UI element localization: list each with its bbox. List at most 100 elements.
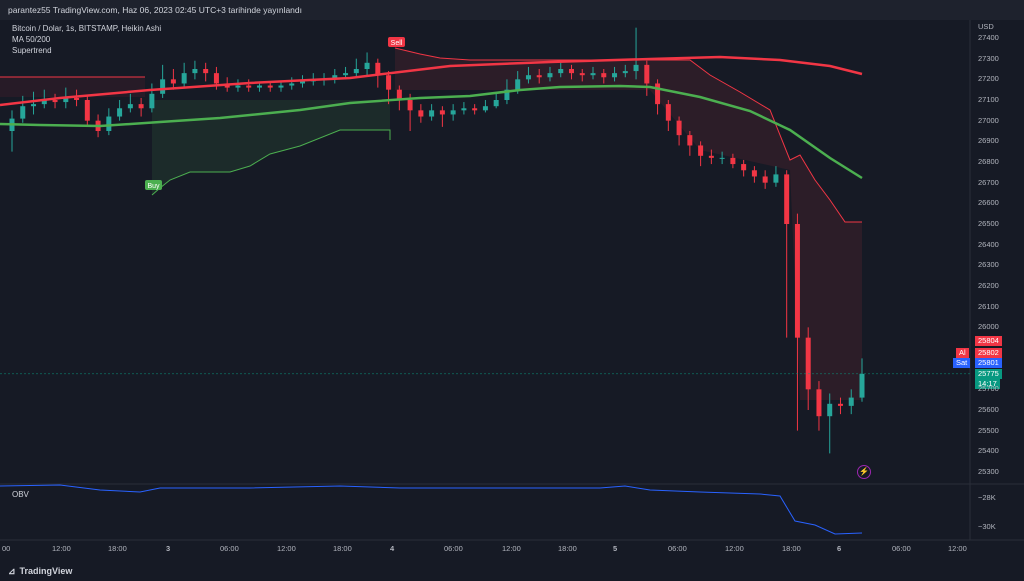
candle-body	[450, 110, 456, 115]
candle-body	[127, 104, 133, 109]
footer	[0, 562, 1024, 581]
sat-price: 25801	[975, 358, 1002, 368]
price-tick: 27300	[978, 53, 999, 63]
time-tick: 12:00	[52, 544, 71, 553]
candle-body	[235, 85, 241, 88]
candle-body	[515, 79, 521, 90]
candle-body	[859, 373, 865, 398]
buy-marker	[145, 180, 162, 190]
obv-tick-1: −28K	[978, 493, 996, 502]
time-tick: 18:00	[558, 544, 577, 553]
time-tick: 4	[390, 544, 395, 553]
candle-body	[439, 110, 445, 115]
time-tick: 6	[837, 544, 842, 553]
currency-label: USD	[978, 22, 994, 31]
ma50-line	[0, 84, 863, 180]
candle-body	[827, 403, 833, 417]
candle-body	[665, 104, 671, 121]
candle-body	[687, 135, 693, 146]
time-tick: 5	[613, 544, 618, 553]
candle-body	[407, 100, 413, 111]
price-tick: 26000	[978, 322, 999, 332]
sat-label[interactable]: Sat	[953, 358, 971, 368]
countdown: 14:17	[975, 379, 1000, 389]
time-tick: 06:00	[444, 544, 463, 553]
obv-line	[0, 484, 863, 535]
candle-body	[547, 73, 553, 78]
candle-body	[343, 73, 349, 76]
sell-marker	[388, 37, 405, 47]
candle-body	[353, 69, 359, 74]
candle-body	[31, 104, 37, 107]
supertrend-down-line	[394, 47, 862, 223]
candle-body	[472, 108, 478, 111]
tradingview-logo[interactable]: ⊿ TradingView	[8, 566, 72, 577]
candle-body	[213, 73, 219, 84]
candle-body	[203, 69, 209, 74]
price-tick: 26800	[978, 157, 999, 166]
candle-body	[429, 110, 435, 117]
candle-body	[504, 89, 510, 100]
price-tick: 26400	[978, 239, 999, 249]
price-tick: 26900	[978, 136, 999, 146]
candle-body	[579, 73, 585, 76]
supertrend-legend[interactable]: Supertrend	[12, 46, 52, 55]
supertrend-left-zone	[0, 77, 145, 97]
time-tick: 06:00	[668, 544, 687, 553]
price-tick: 26100	[978, 301, 999, 311]
candle-body	[837, 403, 843, 406]
chart-background	[0, 20, 1024, 560]
candle-body	[52, 100, 58, 103]
price-tick: 27400	[978, 33, 999, 42]
obv-tick-2: −30K	[978, 522, 996, 531]
price-tick: 25700	[978, 384, 999, 394]
candle-body	[773, 174, 779, 183]
candle-body	[160, 79, 166, 94]
candle-body	[762, 176, 768, 183]
candle-body	[396, 89, 402, 100]
candle-body	[300, 81, 306, 84]
time-tick: 18:00	[108, 544, 127, 553]
candle-body	[805, 337, 811, 390]
candle-body	[20, 106, 26, 119]
price-tick: 26300	[978, 260, 999, 270]
candle-body	[536, 75, 542, 78]
price-tick: 26200	[978, 281, 999, 290]
time-tick: 12:00	[277, 544, 296, 553]
chart-canvas[interactable]: Sell Buy	[0, 20, 1024, 560]
time-tick: 12:00	[948, 544, 967, 553]
candle-body	[708, 155, 714, 158]
time-tick: 12:00	[502, 544, 521, 553]
candle-body	[719, 157, 725, 159]
symbol-legend[interactable]: Bitcoin / Dolar, 1s, BITSTAMP, Heikin As…	[12, 24, 162, 33]
candle-body	[741, 164, 747, 171]
candle-body	[386, 75, 392, 90]
candle-body	[461, 108, 467, 111]
candle-body	[644, 64, 650, 84]
price-tick: 25500	[978, 425, 999, 435]
candle-body	[267, 85, 273, 88]
price-tick: 26500	[978, 219, 999, 228]
candle-body	[568, 69, 574, 74]
time-tick: 18:00	[333, 544, 352, 553]
candle-body	[848, 397, 854, 406]
candle-body	[63, 97, 69, 103]
candle-body	[601, 73, 607, 78]
candle-body	[816, 389, 822, 417]
sell-label: Sell	[391, 40, 403, 47]
price-tick: 27200	[978, 74, 999, 84]
candle-body	[751, 170, 757, 177]
candle-body	[246, 85, 252, 88]
candle-body	[41, 100, 47, 105]
candle-body	[192, 69, 198, 74]
candle-body	[364, 62, 370, 69]
alert-icon[interactable]: ⚡	[857, 465, 871, 479]
candle-body	[74, 97, 80, 100]
price-tick: 27100	[978, 95, 999, 104]
brand-name: TradingView	[19, 566, 73, 576]
obv-legend[interactable]: OBV	[12, 490, 29, 499]
publish-bar: parantez55 TradingView.com, Haz 06, 2023…	[0, 0, 1024, 20]
al-label[interactable]: Al	[956, 348, 969, 358]
ma-legend[interactable]: MA 50/200	[12, 35, 51, 44]
